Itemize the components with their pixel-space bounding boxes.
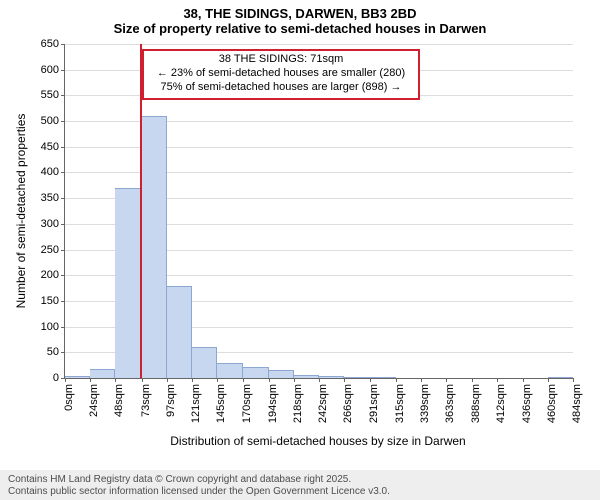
xtick-label: 24sqm xyxy=(88,384,100,417)
xtick-label: 0sqm xyxy=(63,384,75,411)
footer-line-2: Contains public sector information licen… xyxy=(8,486,592,498)
ytick-mark xyxy=(61,352,65,353)
xtick-mark xyxy=(294,378,295,382)
xtick-label: 145sqm xyxy=(215,384,227,423)
xtick-label: 218sqm xyxy=(292,384,304,423)
xtick-mark xyxy=(396,378,397,382)
xtick-label: 315sqm xyxy=(394,384,406,423)
xtick-label: 339sqm xyxy=(419,384,431,423)
chart-container: 38, THE SIDINGS, DARWEN, BB3 2BD Size of… xyxy=(0,0,600,500)
xtick-label: 73sqm xyxy=(140,384,152,417)
histogram-bar xyxy=(167,286,192,378)
histogram-bar xyxy=(294,375,319,378)
histogram-bar xyxy=(115,188,141,378)
y-axis-label: Number of semi-detached properties xyxy=(14,114,28,309)
xtick-mark xyxy=(344,378,345,382)
ytick-label: 0 xyxy=(53,372,59,384)
xtick-mark xyxy=(421,378,422,382)
xtick-label: 388sqm xyxy=(470,384,482,423)
ytick-mark xyxy=(61,198,65,199)
xtick-mark xyxy=(523,378,524,382)
title-line-1: 38, THE SIDINGS, DARWEN, BB3 2BD xyxy=(0,6,600,21)
histogram-bar xyxy=(65,376,90,378)
xtick-label: 412sqm xyxy=(495,384,507,423)
x-axis-label: Distribution of semi-detached houses by … xyxy=(64,434,572,448)
histogram-bar xyxy=(370,377,395,378)
xtick-mark xyxy=(243,378,244,382)
ytick-mark xyxy=(61,95,65,96)
ytick-mark xyxy=(61,301,65,302)
ytick-label: 500 xyxy=(41,115,59,127)
xtick-label: 436sqm xyxy=(521,384,533,423)
histogram-bar xyxy=(319,376,344,378)
xtick-mark xyxy=(370,378,371,382)
xtick-label: 363sqm xyxy=(444,384,456,423)
xtick-label: 291sqm xyxy=(368,384,380,423)
histogram-bar xyxy=(192,347,217,378)
ytick-mark xyxy=(61,275,65,276)
ytick-label: 650 xyxy=(41,38,59,50)
ytick-mark xyxy=(61,121,65,122)
footer-line-1: Contains HM Land Registry data © Crown c… xyxy=(8,474,592,486)
xtick-mark xyxy=(115,378,116,382)
xtick-label: 97sqm xyxy=(165,384,177,417)
xtick-mark xyxy=(167,378,168,382)
title-line-2: Size of property relative to semi-detach… xyxy=(0,21,600,36)
xtick-label: 266sqm xyxy=(342,384,354,423)
ytick-mark xyxy=(61,224,65,225)
ytick-label: 450 xyxy=(41,141,59,153)
histogram-bar xyxy=(90,369,115,378)
xtick-label: 460sqm xyxy=(546,384,558,423)
histogram-bar xyxy=(344,377,370,378)
xtick-label: 484sqm xyxy=(571,384,583,423)
xtick-label: 48sqm xyxy=(113,384,125,417)
ytick-label: 300 xyxy=(41,218,59,230)
histogram-bar xyxy=(217,363,243,378)
ytick-label: 600 xyxy=(41,64,59,76)
ytick-mark xyxy=(61,327,65,328)
ytick-label: 250 xyxy=(41,244,59,256)
ytick-mark xyxy=(61,250,65,251)
xtick-mark xyxy=(319,378,320,382)
title-block: 38, THE SIDINGS, DARWEN, BB3 2BD Size of… xyxy=(0,0,600,36)
callout-line: 38 THE SIDINGS: 71sqm xyxy=(150,53,412,67)
histogram-bar xyxy=(269,370,294,378)
histogram-bar xyxy=(548,377,573,378)
plot-area: 0501001502002503003504004505005506006500… xyxy=(64,44,573,379)
xtick-mark xyxy=(90,378,91,382)
xtick-mark xyxy=(548,378,549,382)
xtick-mark xyxy=(217,378,218,382)
xtick-label: 194sqm xyxy=(267,384,279,423)
ytick-label: 150 xyxy=(41,295,59,307)
xtick-mark xyxy=(573,378,574,382)
callout-box: 38 THE SIDINGS: 71sqm← 23% of semi-detac… xyxy=(142,49,420,100)
xtick-mark xyxy=(142,378,143,382)
xtick-mark xyxy=(192,378,193,382)
xtick-mark xyxy=(472,378,473,382)
ytick-label: 200 xyxy=(41,269,59,281)
histogram-bar xyxy=(142,116,167,378)
ytick-label: 550 xyxy=(41,89,59,101)
histogram-bar xyxy=(243,367,268,378)
ytick-mark xyxy=(61,172,65,173)
ytick-label: 400 xyxy=(41,166,59,178)
xtick-mark xyxy=(446,378,447,382)
ytick-label: 50 xyxy=(47,346,59,358)
ytick-mark xyxy=(61,44,65,45)
ytick-label: 100 xyxy=(41,321,59,333)
footer: Contains HM Land Registry data © Crown c… xyxy=(0,470,600,500)
ytick-mark xyxy=(61,147,65,148)
ytick-label: 350 xyxy=(41,192,59,204)
callout-line: 75% of semi-detached houses are larger (… xyxy=(150,81,412,95)
xtick-mark xyxy=(65,378,66,382)
xtick-mark xyxy=(269,378,270,382)
ytick-mark xyxy=(61,70,65,71)
xtick-label: 170sqm xyxy=(241,384,253,423)
xtick-label: 242sqm xyxy=(317,384,329,423)
callout-line: ← 23% of semi-detached houses are smalle… xyxy=(150,67,412,81)
xtick-mark xyxy=(497,378,498,382)
xtick-label: 121sqm xyxy=(190,384,202,423)
